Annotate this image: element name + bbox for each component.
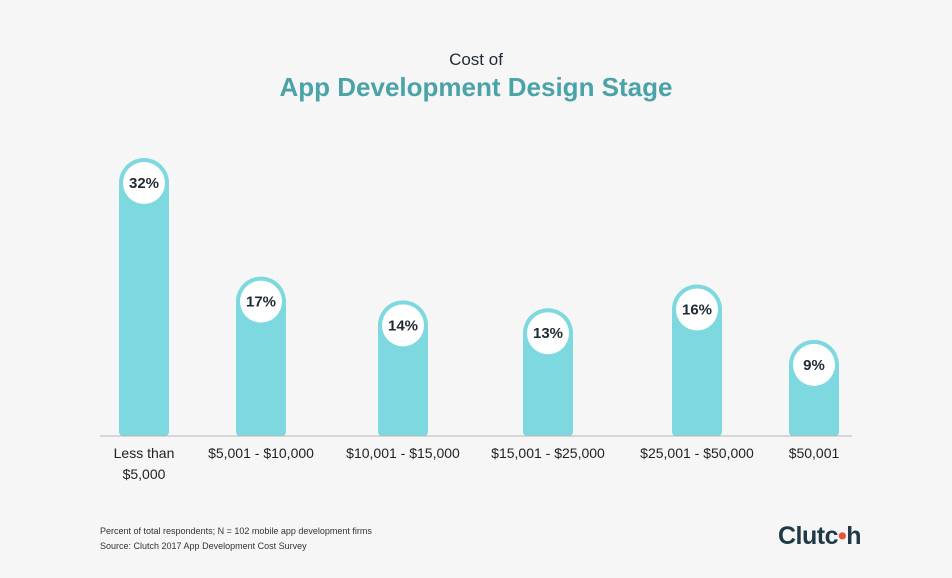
bar-1 — [119, 183, 169, 436]
bar-3 — [378, 325, 428, 436]
logo-text-end: h — [846, 522, 862, 550]
clutch-logo: Clutc•h — [778, 522, 862, 551]
data-label-6: 9% — [803, 357, 825, 374]
logo-text-start: Clutc — [778, 522, 839, 550]
data-label-1: 32% — [129, 175, 159, 192]
category-label-2: $5,001 - $10,000 — [208, 445, 314, 461]
data-label-5: 16% — [682, 302, 712, 319]
value-bubble-5 — [676, 288, 718, 331]
category-label-5: $25,001 - $50,000 — [640, 445, 754, 461]
category-label-4: $15,001 - $25,000 — [491, 445, 605, 461]
value-bubble-3 — [382, 304, 424, 347]
value-bubble-6 — [793, 343, 835, 386]
value-bubble-2 — [240, 280, 282, 323]
value-bubble-1 — [123, 162, 165, 204]
category-label-1-line1: Less than — [114, 445, 175, 461]
category-label-3: $10,001 - $15,000 — [346, 445, 460, 461]
footnote-respondents: Percent of total respondents; N = 102 mo… — [100, 526, 372, 536]
chart-title-line1: Cost of — [449, 50, 503, 69]
category-label-6: $50,001 — [789, 445, 840, 461]
chart-title-line2: App Development Design Stage — [279, 72, 673, 102]
data-label-4: 13% — [533, 325, 563, 342]
bar-2 — [236, 301, 286, 436]
data-label-3: 14% — [388, 317, 418, 334]
bars-group — [119, 158, 839, 436]
value-bubble-4 — [527, 312, 569, 355]
bar-5 — [672, 309, 722, 436]
logo-dot: • — [838, 522, 847, 550]
labels-group: 32% Less than $5,000 17% $5,001 - $10,000 14%… — [114, 175, 840, 482]
data-label-2: 17% — [246, 294, 276, 311]
category-label-1-line2: $5,000 — [123, 466, 166, 482]
footnote-source: Source: Clutch 2017 App Development Cost… — [100, 541, 307, 551]
bar-4 — [523, 333, 573, 436]
